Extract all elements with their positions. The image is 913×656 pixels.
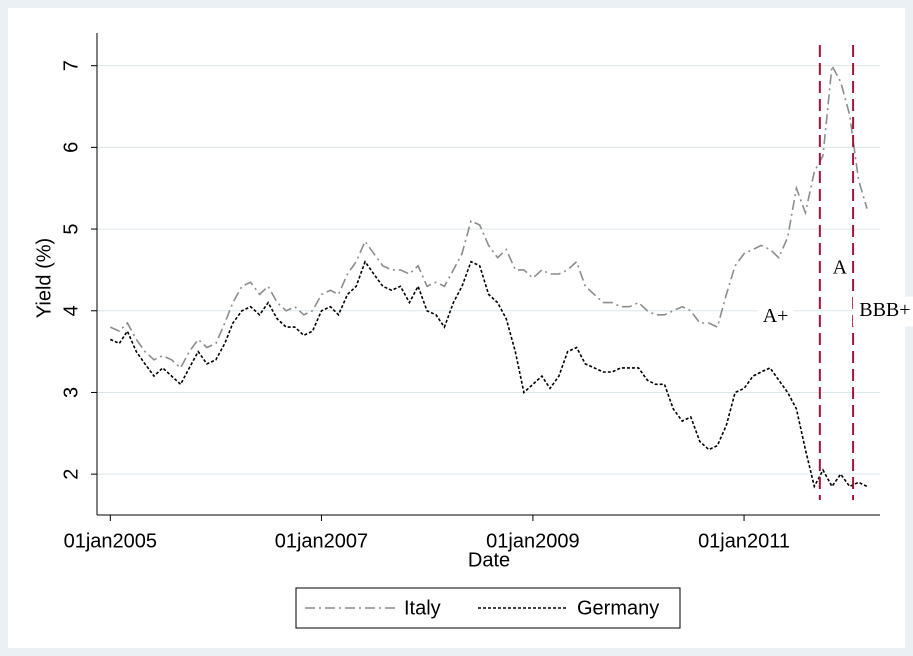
y-tick-label: 6 (60, 142, 82, 153)
y-tick-label: 4 (60, 305, 82, 316)
x-axis-label: Date (468, 549, 510, 571)
annotation-background (757, 302, 794, 333)
annotation: A+ (763, 305, 789, 327)
annotation-background (852, 296, 913, 327)
legend-label: Germany (577, 597, 659, 619)
annotation: BBB+ (859, 299, 910, 321)
plot-background (8, 8, 905, 648)
annotation: A (833, 257, 848, 279)
x-tick-label: 01jan2007 (275, 530, 368, 552)
legend-label: Italy (404, 597, 441, 619)
y-tick-label: 3 (60, 387, 82, 398)
y-tick-label: 5 (60, 224, 82, 235)
x-tick-label: 01jan2009 (486, 530, 579, 552)
x-tick-label: 01jan2005 (64, 530, 157, 552)
y-axis-label: Yield (%) (33, 238, 55, 318)
annotation-background (828, 254, 851, 285)
line-series (109, 259, 868, 489)
y-tick-label: 2 (60, 469, 82, 480)
x-tick-label: 01jan2011 (698, 530, 790, 552)
y-tick-label: 7 (60, 60, 82, 71)
line-series (109, 63, 868, 370)
